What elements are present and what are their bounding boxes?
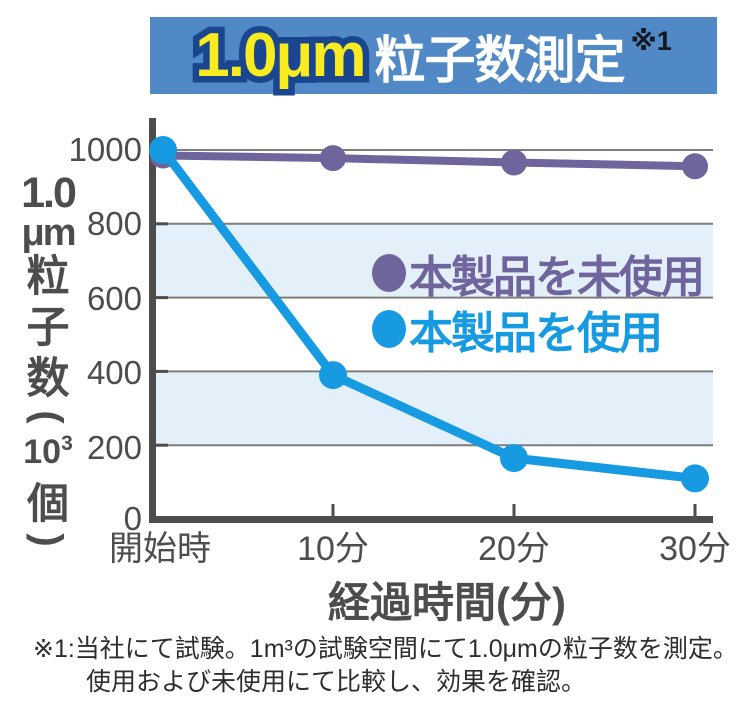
y-axis-size: 1.0: [21, 169, 77, 217]
title-banner: 1.0μm 1.0μm 粒子数測定 ※1: [150, 15, 717, 97]
x-tick-10min: 10分: [297, 530, 369, 568]
legend-unused-label: 本製品を未使用: [409, 253, 705, 302]
legend-marker-used-icon: [372, 310, 406, 348]
y-axis-paren-close: ): [26, 533, 70, 547]
shaded-band-1: [156, 371, 713, 446]
series-0-point-1: [320, 145, 346, 172]
title-highlight: 1.0μm: [195, 21, 366, 90]
series-1-point-3: [681, 464, 709, 493]
footnote: ※1:当社にて試験。1m³の試験空間にて1.0μmの粒子数を測定。 使用および未…: [33, 633, 738, 699]
legend-marker-unused-icon: [372, 254, 406, 292]
y-tick-800: 800: [86, 205, 142, 242]
y-axis-kanji-3: 数: [26, 355, 70, 403]
series-1-point-1: [319, 361, 347, 390]
footnote-line-2: 使用および未使用にて比較し、効果を確認。: [86, 668, 587, 696]
series-line-0: [159, 151, 699, 171]
y-tick-1000: 1000: [68, 131, 142, 168]
y-axis-paren-open: (: [26, 410, 70, 424]
series-1-point-0: [149, 136, 177, 164]
legend-used: 本製品を使用: [372, 297, 663, 361]
title-highlight-outline: 1.0μm: [189, 15, 373, 97]
y-axis-size-unit: μm: [21, 212, 76, 254]
footnote-line-1: ※1:当社にて試験。1m³の試験空間にて1.0μmの粒子数を測定。: [33, 635, 738, 663]
y-axis-scale-exponent: 3: [61, 432, 73, 455]
legend-unused: 本製品を未使用: [372, 241, 705, 305]
series-1-point-2: [500, 444, 528, 473]
page-title: 粒子数測定: [374, 31, 625, 89]
legend-used-label: 本製品を使用: [409, 309, 663, 358]
series-0-point-2: [501, 149, 527, 176]
y-tick-200: 200: [86, 429, 142, 466]
x-tick-start: 開始時: [109, 530, 211, 568]
y-axis-title: 1.0 μm 粒 子 数 ( 103 個 ): [6, 172, 90, 552]
y-tick-0: 0: [123, 500, 142, 537]
x-tick-30min: 30分: [659, 530, 731, 568]
title-highlight-wrap: 1.0μm 1.0μm: [189, 15, 373, 97]
y-axis-kanji-2: 子: [26, 304, 70, 352]
y-tick-400: 400: [86, 354, 142, 391]
y-axis-kanji-1: 粒: [26, 253, 70, 301]
y-tick-600: 600: [86, 280, 142, 317]
y-axis-scale-base: 10: [23, 433, 62, 471]
series-0-point-3: [682, 153, 708, 180]
x-tick-20min: 20分: [478, 530, 550, 568]
y-axis-scale: 103: [6, 429, 90, 480]
series-line-1: [158, 145, 700, 483]
x-axis-title: 経過時間(分): [328, 579, 566, 626]
y-axis-count-unit: 個: [26, 480, 69, 527]
footnote-reference: ※1: [630, 26, 672, 56]
